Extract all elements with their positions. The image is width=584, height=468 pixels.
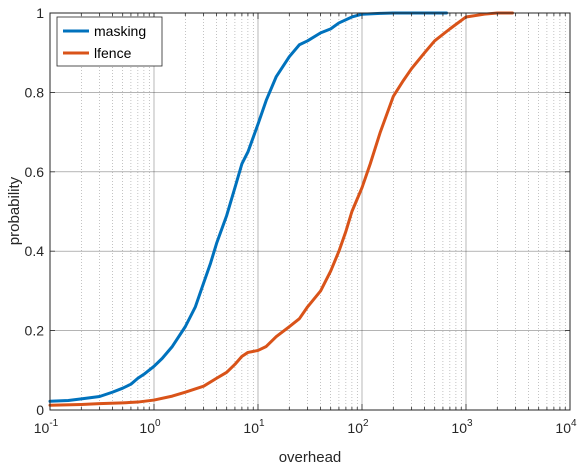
x-tick-label: 103: [451, 418, 473, 436]
plot-frame: [49, 12, 571, 411]
y-tick-label: 0.8: [25, 84, 45, 100]
x-tick-label: 100: [139, 418, 161, 436]
series-lines: [48, 11, 514, 407]
y-tick-label: 0: [36, 402, 44, 418]
x-tick-label: 104: [555, 418, 577, 436]
y-tick-label: 0.4: [25, 243, 45, 259]
legend-box: [56, 16, 163, 67]
series-line-masking: [48, 11, 449, 403]
legend: masking lfence: [56, 16, 163, 67]
y-tick-label: 1: [36, 5, 44, 21]
x-tick-label: 102: [347, 418, 369, 436]
x-axis-label: overhead: [279, 449, 342, 466]
y-axis-label: probability: [6, 176, 23, 245]
legend-label-masking: masking: [94, 23, 146, 39]
y-tick-label: 0.2: [25, 323, 45, 339]
series-line-lfence: [48, 11, 514, 407]
axis-ticks: 0 0.2 0.4 0.6 0.8 1 10-1 100 101 102 103 104: [25, 5, 577, 436]
legend-label-lfence: lfence: [94, 45, 132, 61]
y-tick-label: 0.6: [25, 164, 45, 180]
x-tick-label: 10-1: [34, 418, 59, 436]
plot-background: [50, 13, 570, 410]
x-tick-label: 101: [243, 418, 265, 436]
